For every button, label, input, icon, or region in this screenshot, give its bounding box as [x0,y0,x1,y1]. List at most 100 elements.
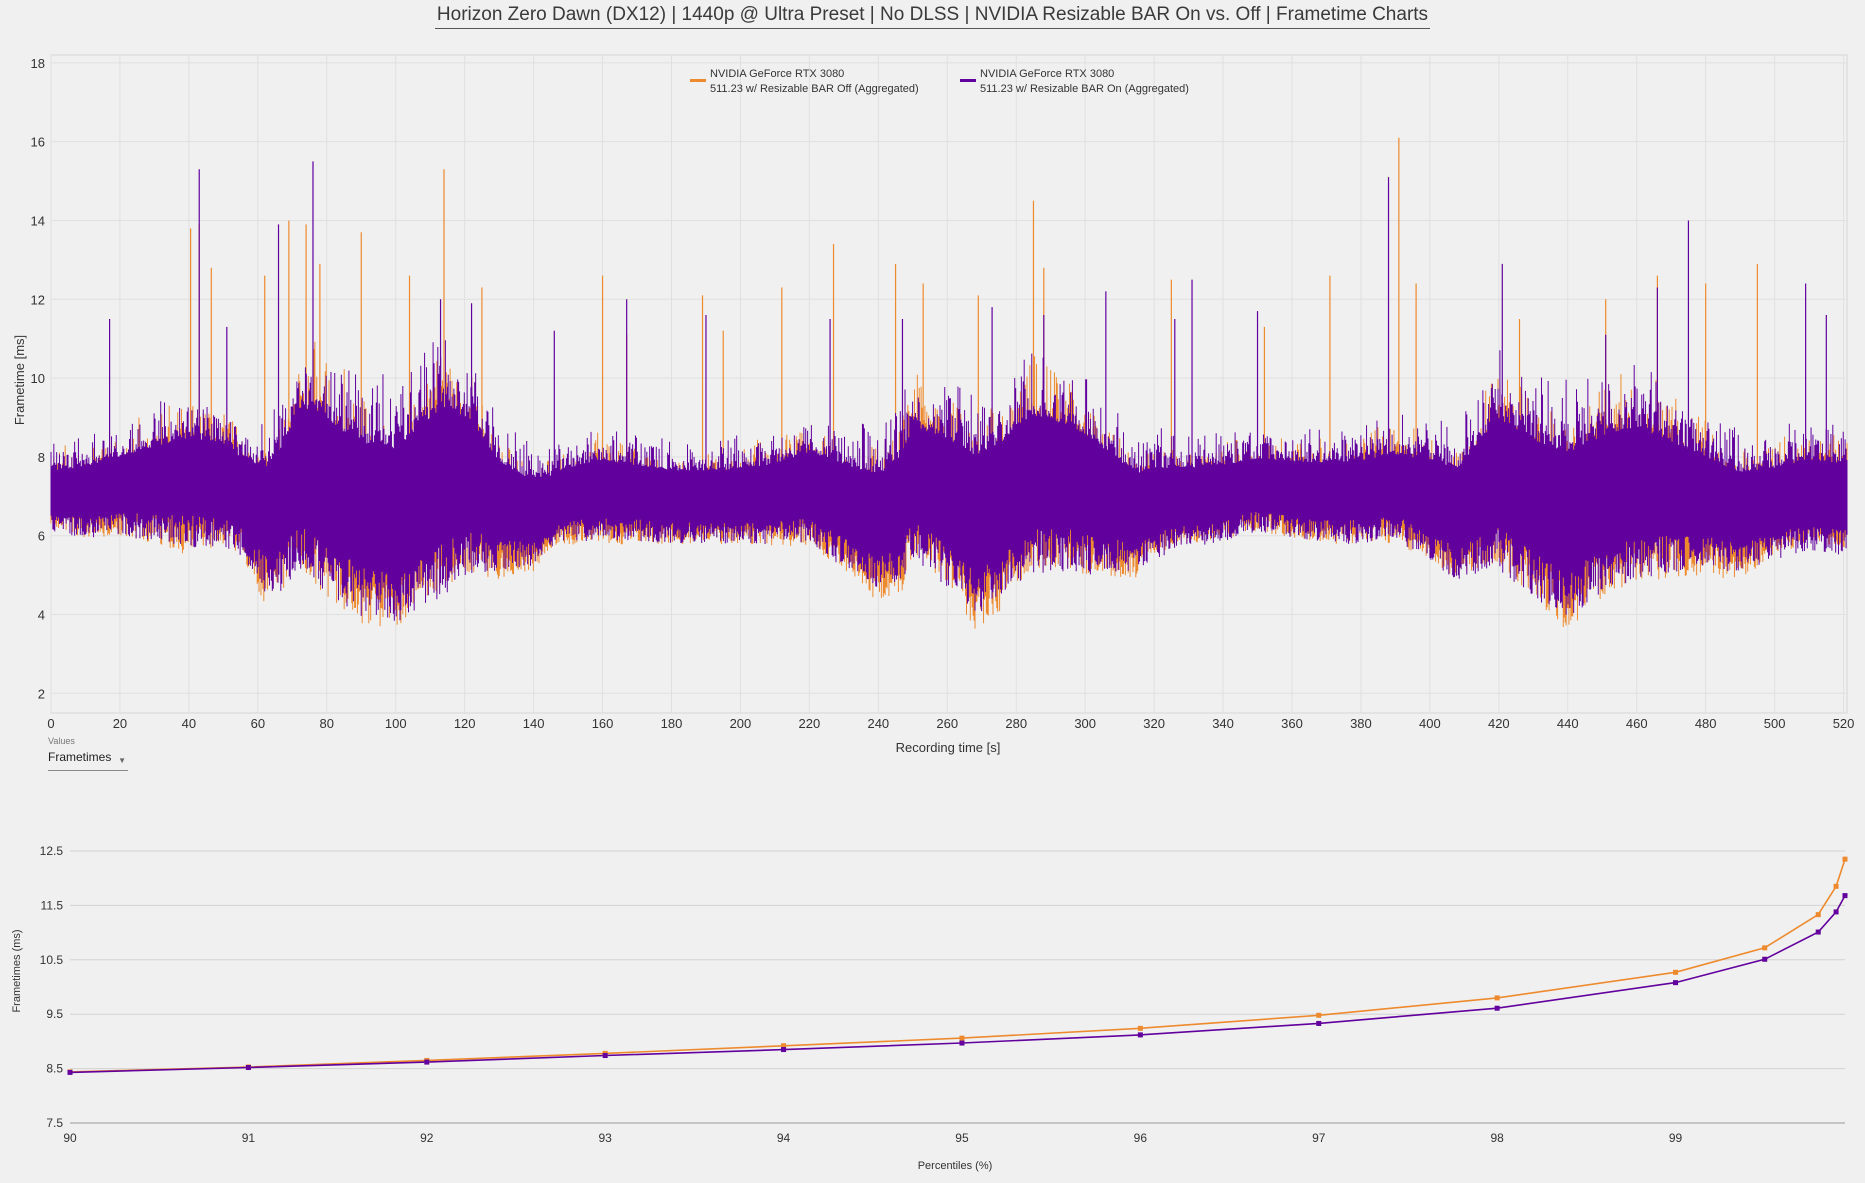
percentile-point [67,1069,73,1075]
chevron-down-icon: ▼ [118,756,126,765]
x-tick-label: 94 [777,1131,791,1145]
percentile-point [1673,969,1679,975]
percentile-point [602,1053,608,1059]
percentile-x-ticks: 90 91 92 93 94 95 96 97 98 99 [63,1131,1682,1145]
percentile-point [1762,945,1768,951]
percentile-point [424,1059,430,1065]
y-tick-label: 9.5 [46,1007,63,1021]
x-tick-label: 500 [1764,716,1786,731]
page-title-text: Horizon Zero Dawn (DX12) | 1440p @ Ultra… [434,4,1431,29]
frametime-gridlines [50,54,1848,714]
percentile-point [781,1047,787,1053]
percentile-point [1494,995,1500,1001]
frametime-band [50,340,1848,621]
y-tick-label: 7.5 [46,1116,63,1130]
legend-swatch-bar-on [960,79,976,82]
x-tick-label: 99 [1669,1131,1683,1145]
percentile-point [1842,893,1848,899]
percentile-y-ticks: 7.5 8.5 9.5 10.5 11.5 12.5 [40,844,64,1130]
y-tick-label: 12 [31,292,45,307]
percentile-point [1673,980,1679,986]
values-dropdown[interactable]: Values Frametimes ▼ [48,736,128,771]
percentile-points [67,856,1848,1075]
percentile-point [424,1057,430,1063]
x-tick-label: 460 [1626,716,1648,731]
x-tick-label: 91 [242,1131,256,1145]
x-tick-label: 100 [385,716,407,731]
percentile-point [1842,856,1848,862]
x-tick-label: 160 [592,716,614,731]
percentile-point [245,1065,251,1071]
y-tick-label: 8.5 [46,1062,63,1076]
x-tick-label: 320 [1143,716,1165,731]
legend-label-bar-on-line2: 511.23 w/ Resizable BAR On (Aggregated) [980,83,1189,95]
x-tick-label: 400 [1419,716,1441,731]
x-tick-label: 200 [730,716,752,731]
x-tick-label: 480 [1695,716,1717,731]
legend-label-bar-off-line1: NVIDIA GeForce RTX 3080 [710,68,844,80]
y-tick-label: 16 [31,135,45,150]
x-tick-label: 96 [1134,1131,1148,1145]
y-tick-label: 2 [38,686,45,701]
x-tick-label: 440 [1557,716,1579,731]
percentile-point [1494,1005,1500,1011]
y-tick-label: 14 [31,213,45,228]
percentile-point [1815,929,1821,935]
x-tick-label: 520 [1833,716,1855,731]
percentile-point [1137,1025,1143,1031]
x-tick-label: 340 [1212,716,1234,731]
x-tick-label: 360 [1281,716,1303,731]
legend: NVIDIA GeForce RTX 3080 511.23 w/ Resiza… [690,68,1189,95]
percentile-lines [69,858,1846,1074]
x-tick-label: 98 [1490,1131,1504,1145]
x-tick-label: 140 [523,716,545,731]
y-tick-label: 10.5 [40,953,64,967]
frametime-x-ticks: 0 20 40 60 80 100 120 140 160 180 200 220 240 260 280 3… [47,716,1854,731]
x-tick-label: 180 [661,716,683,731]
percentile-y-axis-label: Frametimes (ms) [11,929,23,1012]
percentile-point [245,1064,251,1070]
x-tick-label: 420 [1488,716,1510,731]
y-tick-label: 18 [31,56,45,71]
percentile-line-bar-off [69,858,1846,1073]
series-bar-on [50,161,1848,621]
percentile-x-axis-label: Percentiles (%) [918,1160,993,1172]
frametime-y-axis-label: Frametime [ms] [12,335,27,425]
legend-label-bar-on-line1: NVIDIA GeForce RTX 3080 [980,68,1114,80]
page-title: Horizon Zero Dawn (DX12) | 1440p @ Ultra… [0,4,1865,29]
values-dropdown-value: Frametimes [48,750,112,764]
percentile-gridlines [70,850,1845,1124]
y-tick-label: 4 [38,607,45,622]
x-tick-label: 240 [867,716,889,731]
x-tick-label: 0 [47,716,54,731]
y-tick-label: 11.5 [41,898,64,912]
x-tick-label: 97 [1312,1131,1326,1145]
x-tick-label: 300 [1074,716,1096,731]
percentile-point [67,1069,73,1075]
percentile-point [602,1050,608,1056]
frametime-x-axis-label: Recording time [s] [896,740,1001,755]
values-dropdown-caption: Values [48,736,75,746]
legend-item-bar-off[interactable]: NVIDIA GeForce RTX 3080 511.23 w/ Resiza… [690,68,919,95]
percentile-point [1137,1032,1143,1038]
legend-label-bar-off-line2: 511.23 w/ Resizable BAR Off (Aggregated) [710,83,919,95]
x-tick-label: 60 [251,716,265,731]
percentile-point [1833,909,1839,915]
y-tick-label: 8 [38,450,45,465]
percentile-point [1762,956,1768,962]
x-tick-label: 20 [113,716,127,731]
percentile-point [1833,883,1839,889]
legend-item-bar-on[interactable]: NVIDIA GeForce RTX 3080 511.23 w/ Resiza… [960,68,1189,95]
percentile-point [1316,1020,1322,1026]
x-tick-label: 93 [598,1131,612,1145]
x-tick-label: 220 [799,716,821,731]
x-tick-label: 380 [1350,716,1372,731]
y-tick-label: 12.5 [40,844,64,858]
y-tick-label: 10 [31,371,45,386]
frametime-y-ticks: 2 4 6 8 10 12 14 16 18 [31,56,45,701]
x-tick-label: 92 [420,1131,434,1145]
x-tick-label: 40 [182,716,196,731]
percentile-point [959,1035,965,1041]
x-tick-label: 260 [936,716,958,731]
percentile-point [781,1043,787,1049]
